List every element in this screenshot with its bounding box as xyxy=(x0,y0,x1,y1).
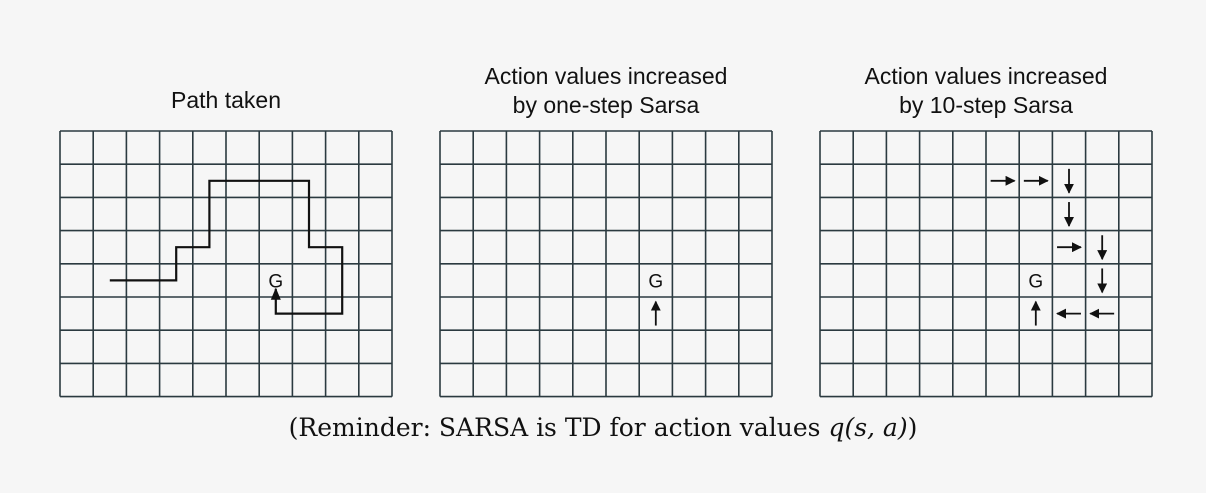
caption: (Reminder: SARSA is TD for action values… xyxy=(0,413,1206,442)
path-arrowhead xyxy=(270,287,281,300)
caption-suffix: ) xyxy=(907,413,918,442)
path-taken-line xyxy=(109,179,344,315)
panel-title-one-step: Action values increased by one-step Sars… xyxy=(440,62,772,120)
grid-one-step xyxy=(439,130,773,398)
caption-math: q(s, a) xyxy=(828,413,908,442)
panel-title-ten-step: Action values increased by 10-step Sarsa xyxy=(820,62,1152,120)
goal-label: G xyxy=(648,271,663,292)
goal-label: G xyxy=(1028,271,1043,292)
panel-title-path-taken: Path taken xyxy=(60,86,392,115)
grid-ten-step xyxy=(819,130,1153,398)
caption-prefix: (Reminder: SARSA is TD for action values xyxy=(288,413,829,442)
goal-label: G xyxy=(268,271,283,292)
grid-path-taken xyxy=(59,130,393,398)
title-line: Path taken xyxy=(171,87,281,113)
title-line: by 10-step Sarsa xyxy=(899,92,1073,118)
title-line: Action values increased xyxy=(484,63,728,89)
title-line: by one-step Sarsa xyxy=(512,92,700,118)
title-line: Action values increased xyxy=(864,63,1108,89)
